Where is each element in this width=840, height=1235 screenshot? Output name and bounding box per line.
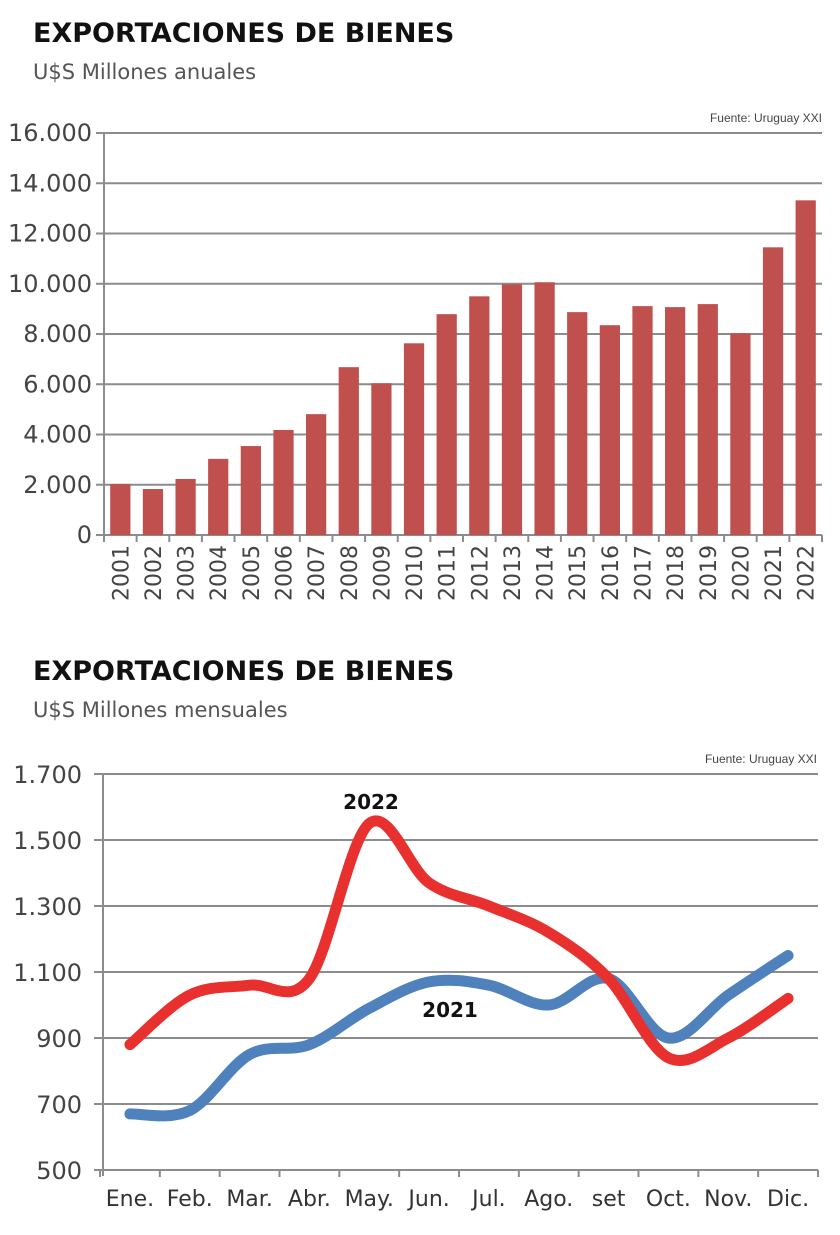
x-tick-label: Dic. xyxy=(767,1187,809,1212)
x-tick-label: Feb. xyxy=(167,1187,213,1212)
line-chart-title: EXPORTACIONES DE BIENES xyxy=(33,656,455,687)
annual-exports-bar-chart: Fuente: Uruguay XXI 0 2.000 4.000 6.000 8.00… xyxy=(8,111,823,601)
x-tick-label: 2010 xyxy=(403,545,428,601)
bar-2017 xyxy=(632,306,653,535)
bar-chart-source: Fuente: Uruguay XXI xyxy=(710,111,822,125)
x-tick-label: Jun. xyxy=(406,1187,449,1212)
bar-2016 xyxy=(599,325,620,535)
x-tick-label: Mar. xyxy=(226,1187,272,1212)
x-tick-label: 2016 xyxy=(599,545,624,601)
y-tick-label: 10.000 xyxy=(8,270,92,298)
x-tick-label: Oct. xyxy=(646,1187,691,1212)
bar-2011 xyxy=(436,314,457,535)
bar-2003 xyxy=(175,478,196,535)
series-label-2021: 2021 xyxy=(422,998,478,1022)
bar-2010 xyxy=(403,343,425,535)
y-tick-label: 16.000 xyxy=(8,119,92,147)
y-tick-label: 8.000 xyxy=(23,320,92,348)
bar-2001 xyxy=(110,483,131,535)
bar-2014 xyxy=(534,282,555,535)
bar-2013 xyxy=(501,284,523,535)
x-tick-label: Ago. xyxy=(524,1187,573,1212)
bar-2019 xyxy=(697,304,718,535)
y-tick-label: 14.000 xyxy=(8,169,92,197)
series-line-2022 xyxy=(124,815,794,1066)
bar-2020 xyxy=(730,333,751,535)
y-tick-label: 0 xyxy=(77,521,92,549)
x-tick-label: Abr. xyxy=(288,1187,331,1212)
bar-2015 xyxy=(567,312,588,535)
bar-2004 xyxy=(208,458,229,535)
x-tick-label: 2021 xyxy=(762,545,787,601)
y-tick-label: 700 xyxy=(36,1091,82,1119)
bar-2008 xyxy=(338,367,359,535)
x-tick-label: 2011 xyxy=(436,545,461,601)
line-chart-subtitle: U$S Millones mensuales xyxy=(33,698,288,722)
x-tick-label: 2002 xyxy=(142,545,167,601)
x-tick-label: 2019 xyxy=(697,545,722,601)
line-chart-source: Fuente: Uruguay XXI xyxy=(705,752,817,766)
x-tick-label: 2020 xyxy=(729,545,754,601)
bar-2002 xyxy=(142,489,164,535)
x-tick-label: 2006 xyxy=(273,545,298,601)
series-label-2022: 2022 xyxy=(343,790,399,814)
y-tick-label: 1.300 xyxy=(13,893,82,921)
x-tick-label: 2001 xyxy=(109,545,134,601)
y-tick-label: 900 xyxy=(36,1025,82,1053)
x-tick-label: Ene. xyxy=(106,1187,154,1212)
y-tick-label: 1.500 xyxy=(13,827,82,855)
x-tick-label: 2007 xyxy=(305,545,330,601)
x-tick-label: Jul. xyxy=(470,1187,506,1212)
x-tick-label: 2005 xyxy=(240,545,265,601)
bar-2021 xyxy=(762,247,784,535)
x-tick-label: 2014 xyxy=(534,545,559,601)
x-tick-label: 2017 xyxy=(632,545,657,601)
bar-chart-subtitle: U$S Millones anuales xyxy=(33,60,257,84)
bar-2009 xyxy=(371,383,392,535)
y-tick-label: 1.700 xyxy=(13,761,82,789)
x-tick-label: Nov. xyxy=(704,1187,752,1212)
bar-2005 xyxy=(240,446,261,535)
bar-chart-title: EXPORTACIONES DE BIENES xyxy=(33,18,455,49)
x-tick-label: 2018 xyxy=(664,545,689,601)
y-tick-label: 6.000 xyxy=(23,370,92,398)
x-tick-label: 2022 xyxy=(795,545,820,601)
bar-2018 xyxy=(665,307,686,535)
bar-2006 xyxy=(273,429,294,535)
y-tick-label: 500 xyxy=(36,1157,82,1185)
series-line-2021 xyxy=(124,950,794,1122)
bar-2012 xyxy=(469,296,490,535)
y-tick-label: 2.000 xyxy=(23,471,92,499)
y-tick-label: 12.000 xyxy=(8,220,92,248)
x-tick-label: 2009 xyxy=(370,545,395,601)
bar-2007 xyxy=(306,414,327,535)
bar-2022 xyxy=(795,200,816,535)
x-tick-label: May. xyxy=(345,1187,394,1212)
x-tick-label: set xyxy=(592,1187,626,1212)
x-tick-label: 2004 xyxy=(207,545,232,601)
x-tick-label: 2003 xyxy=(175,545,200,601)
x-tick-label: 2012 xyxy=(468,545,493,601)
x-tick-label: 2008 xyxy=(338,545,363,601)
x-tick-label: 2013 xyxy=(501,545,526,601)
y-tick-label: 1.100 xyxy=(13,959,82,987)
x-tick-label: 2015 xyxy=(566,545,591,601)
y-tick-label: 4.000 xyxy=(23,421,92,449)
